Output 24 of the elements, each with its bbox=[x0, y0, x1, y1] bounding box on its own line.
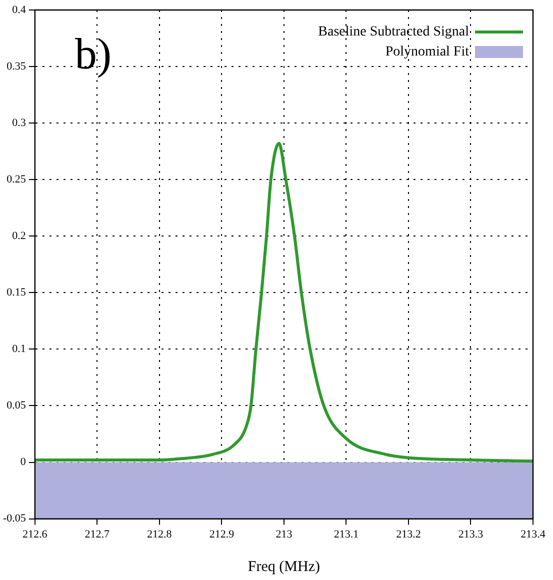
y-tick-label: 0.1 bbox=[12, 343, 26, 356]
y-tick-label: 0.25 bbox=[6, 173, 26, 186]
legend-label: Polynomial Fit bbox=[385, 44, 470, 60]
legend-label: Baseline Subtracted Signal bbox=[318, 24, 470, 40]
x-tick-label: 212.7 bbox=[84, 528, 110, 540]
annotation: b) bbox=[74, 30, 112, 79]
x-tick-label: 212.6 bbox=[22, 528, 48, 540]
y-tick-label: 0.35 bbox=[6, 60, 26, 72]
y-tick-label: 0.05 bbox=[6, 400, 26, 412]
x-tick-label: 213.4 bbox=[520, 528, 546, 540]
y-tick-label: 0.2 bbox=[12, 230, 26, 242]
x-tick-label: 212.9 bbox=[209, 528, 235, 540]
x-tick-label: 213.2 bbox=[396, 528, 421, 540]
x-tick-label: 213.3 bbox=[458, 528, 484, 540]
x-axis-title: Freq (MHz) bbox=[248, 558, 320, 575]
y-tick-label: 0.3 bbox=[12, 116, 26, 129]
x-tick-label: 212.8 bbox=[147, 528, 172, 540]
y-tick-label: -0.05 bbox=[2, 512, 26, 525]
x-tick-label: 213.1 bbox=[334, 528, 359, 540]
y-tick-label: 0 bbox=[20, 456, 26, 468]
x-tick-label: 213 bbox=[276, 528, 293, 540]
line-series bbox=[34, 142, 533, 463]
y-tick-label: 0.15 bbox=[6, 286, 26, 299]
y-tick-label: 0.4 bbox=[12, 4, 26, 16]
